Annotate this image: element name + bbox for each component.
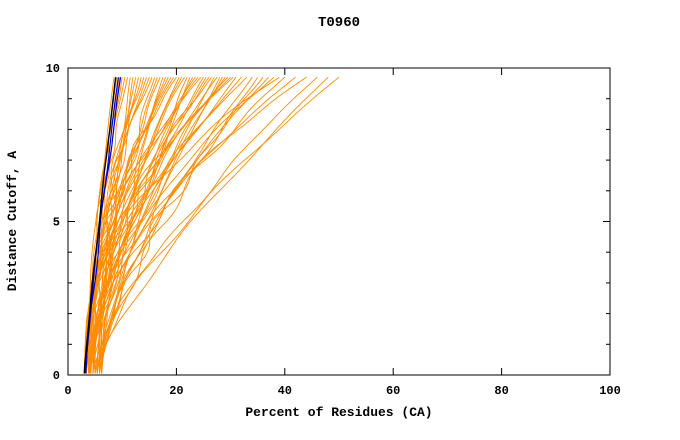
model-curve — [96, 76, 259, 374]
chart-title: T0960 — [318, 15, 360, 31]
tick-labels-group: 0 20 40 60 80 100 0 5 10 — [46, 62, 621, 398]
model-curve — [89, 76, 229, 374]
plot-frame — [67, 67, 611, 376]
x-tick-label: 0 — [64, 384, 71, 398]
axes-group — [67, 67, 611, 376]
y-tick-label: 0 — [53, 369, 60, 383]
model-curve — [85, 76, 199, 374]
x-tick-label: 80 — [494, 384, 508, 398]
x-tick-label: 20 — [169, 384, 183, 398]
model-curve — [85, 76, 286, 374]
model-curve — [96, 76, 340, 374]
y-tick-label: 5 — [53, 216, 60, 230]
model-curve — [92, 76, 318, 374]
model-curve — [92, 76, 210, 374]
model-curves-group — [83, 76, 340, 374]
model-curve — [88, 76, 296, 374]
y-axis-label: Distance Cutoff, A — [5, 151, 20, 292]
model-curve — [101, 76, 269, 374]
x-axis-label: Percent of Residues (CA) — [245, 405, 432, 420]
model-curve — [87, 76, 202, 374]
model-curve — [83, 76, 280, 374]
y-tick-label: 10 — [46, 62, 60, 76]
model-curve — [90, 76, 307, 374]
model-curve — [98, 77, 188, 374]
x-tick-label: 60 — [386, 384, 400, 398]
model-curve — [94, 76, 212, 374]
x-tick-label: 100 — [599, 384, 621, 398]
x-tick-label: 40 — [278, 384, 292, 398]
model-curve — [94, 76, 329, 374]
model-curve — [83, 77, 117, 374]
model-curve — [98, 76, 207, 374]
